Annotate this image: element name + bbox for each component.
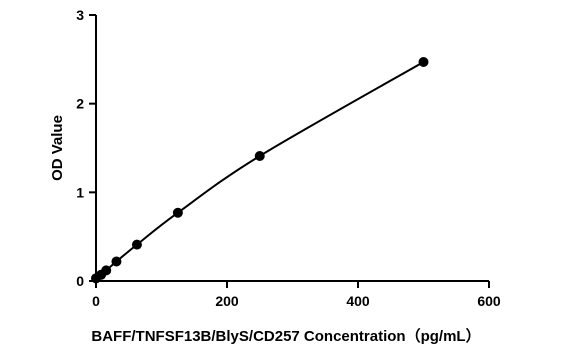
- data-point: [172, 207, 183, 218]
- fit-curve: [95, 61, 424, 280]
- x-tick-label: 600: [477, 293, 501, 309]
- data-point: [254, 150, 265, 161]
- axes: [95, 15, 489, 282]
- data-points: [91, 56, 429, 284]
- y-tick-label: 2: [76, 96, 84, 112]
- data-point: [101, 265, 112, 276]
- x-tick-label: 400: [346, 293, 370, 309]
- y-tick-label: 3: [76, 7, 84, 23]
- y-tick-label: 0: [76, 273, 84, 289]
- y-ticks: 0 1 2 3: [76, 7, 96, 289]
- x-tick-label: 0: [92, 293, 100, 309]
- data-point: [131, 239, 142, 250]
- y-axis-title: OD Value: [49, 115, 66, 181]
- x-ticks: 0 200 400 600: [92, 281, 501, 309]
- x-axis-title: BAFF/TNFSF13B/BlyS/CD257 Concentration（p…: [91, 327, 480, 345]
- y-tick-label: 1: [76, 184, 84, 200]
- data-point: [418, 56, 429, 67]
- data-point: [111, 256, 122, 267]
- x-tick-label: 200: [215, 293, 239, 309]
